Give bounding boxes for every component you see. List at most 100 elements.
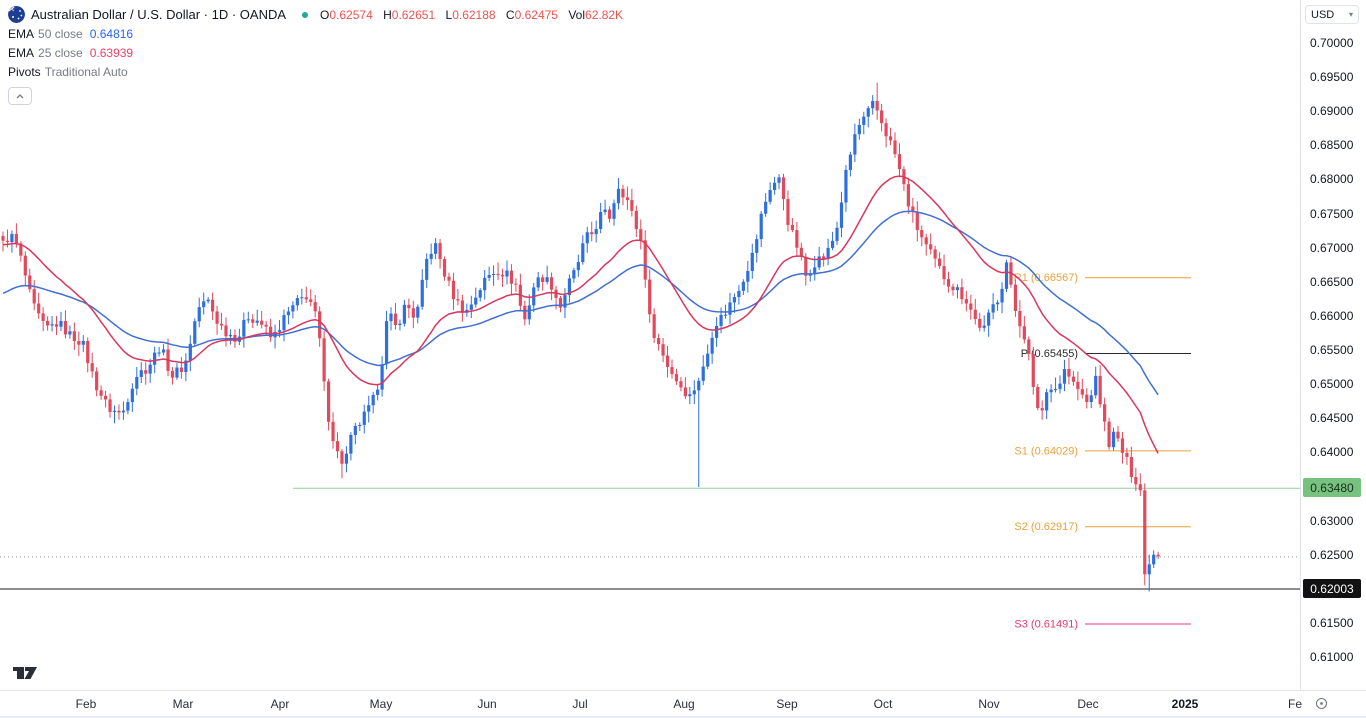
candle-body bbox=[545, 277, 549, 282]
candle-body bbox=[554, 289, 558, 298]
indicator-row-ema50[interactable]: EMA 50 close 0.64816 bbox=[8, 24, 623, 43]
candle-body bbox=[616, 188, 621, 204]
time-axis-label: May bbox=[369, 697, 393, 711]
candle-body bbox=[349, 434, 353, 454]
time-axis-label: Jul bbox=[572, 697, 588, 711]
candle-body bbox=[1076, 381, 1080, 390]
candle-body bbox=[697, 380, 701, 391]
candle-body bbox=[478, 290, 482, 298]
candle-body bbox=[1045, 392, 1049, 411]
candle-body bbox=[514, 283, 518, 285]
candle-body bbox=[1094, 375, 1098, 396]
candle-body bbox=[344, 453, 349, 464]
candle-body bbox=[340, 451, 344, 464]
candle-body bbox=[772, 182, 777, 191]
candle-body bbox=[420, 279, 424, 307]
candle-body bbox=[90, 363, 94, 372]
time-axis-label: Nov bbox=[978, 697, 1000, 711]
candle-body bbox=[987, 312, 991, 326]
candle-body bbox=[826, 247, 830, 259]
candle-body bbox=[643, 240, 647, 280]
candle-body bbox=[978, 318, 982, 328]
candle-body bbox=[723, 314, 728, 316]
open-value: 0.62574 bbox=[329, 7, 373, 22]
candle-body bbox=[246, 319, 250, 321]
currency-selector[interactable]: USD ▾ bbox=[1305, 5, 1359, 24]
time-axis-label: Dec bbox=[1077, 697, 1099, 711]
pivot-label: S2 (0.62917) bbox=[1014, 521, 1078, 533]
time-axis[interactable]: Feb Mar Apr May Jun Jul Aug Sep Oct Nov Dec 2025 Fe bbox=[0, 690, 1366, 717]
time-axis-label: Feb bbox=[75, 697, 97, 711]
candle-body bbox=[790, 224, 795, 231]
candle-body bbox=[59, 320, 63, 327]
candle-body bbox=[652, 314, 656, 339]
candle-body bbox=[188, 343, 192, 361]
candle-body bbox=[701, 366, 705, 381]
symbol-row[interactable]: Australian Dollar / U.S. Dollar · 1D · O… bbox=[8, 5, 623, 24]
price-tick-label: 0.67500 bbox=[1310, 206, 1354, 221]
candle-body bbox=[367, 405, 371, 412]
price-tick-label: 0.69500 bbox=[1310, 70, 1354, 85]
candle-body bbox=[14, 234, 18, 244]
ema25-line[interactable] bbox=[2, 175, 1159, 454]
candle-body bbox=[991, 304, 995, 313]
candle-body bbox=[670, 367, 674, 375]
candle-body bbox=[558, 297, 563, 308]
window-bottom-edge bbox=[0, 716, 1366, 718]
candle-body bbox=[291, 305, 295, 312]
chevron-down-icon: ▾ bbox=[1348, 10, 1353, 19]
candle-body bbox=[830, 240, 835, 248]
candle-body bbox=[255, 320, 259, 323]
close-label: C bbox=[505, 7, 515, 22]
candle-body bbox=[679, 381, 683, 388]
candle-body bbox=[657, 338, 661, 345]
candle-body bbox=[505, 270, 509, 277]
chart-legend: Australian Dollar / U.S. Dollar · 1D · O… bbox=[8, 5, 623, 105]
candle-body bbox=[211, 299, 215, 312]
candle-body bbox=[786, 199, 790, 225]
tradingview-logo-icon[interactable] bbox=[12, 664, 40, 687]
candle-body bbox=[451, 280, 456, 300]
candle-body bbox=[692, 390, 696, 395]
candle-body bbox=[795, 230, 799, 248]
candle-body bbox=[710, 337, 714, 354]
price-tick-label: 0.64000 bbox=[1310, 445, 1354, 460]
candle-body bbox=[202, 301, 206, 308]
candle-body bbox=[411, 308, 415, 318]
candle-body bbox=[897, 154, 902, 170]
pivot-label: S3 (0.61491) bbox=[1014, 618, 1078, 630]
candle-body bbox=[269, 326, 273, 338]
candle-body bbox=[153, 352, 157, 365]
high-value: 0.62651 bbox=[391, 7, 436, 22]
price-tick-label: 0.69000 bbox=[1310, 104, 1354, 119]
pivot-levels: R1 (0.66567) P (0.65455) S1 (0.64029) S2 (0… bbox=[1014, 272, 1191, 630]
price-axis[interactable]: USD ▾ 0.70000 0.69500 0.69000 0.68500 0.6800… bbox=[1300, 0, 1366, 690]
target-dot-icon[interactable] bbox=[1315, 697, 1328, 715]
candle-body bbox=[1058, 383, 1062, 390]
high-label: H bbox=[383, 7, 392, 22]
candle-body bbox=[144, 370, 148, 374]
candle-body bbox=[661, 344, 665, 356]
candle-body bbox=[50, 324, 54, 326]
candle-body bbox=[781, 177, 786, 200]
candle-body bbox=[215, 311, 219, 324]
legend-collapse-button[interactable] bbox=[8, 87, 32, 105]
candle-body bbox=[946, 279, 951, 287]
candle-body bbox=[1152, 554, 1156, 565]
chevron-up-icon bbox=[16, 92, 24, 101]
candle-body bbox=[309, 299, 313, 303]
candle-body bbox=[835, 227, 839, 241]
pivots-params: Traditional Auto bbox=[44, 64, 128, 79]
candle-body bbox=[549, 277, 554, 290]
ema50-line[interactable] bbox=[2, 210, 1159, 396]
candle-body bbox=[5, 240, 10, 243]
candle-body bbox=[304, 297, 308, 300]
candle-body bbox=[63, 320, 68, 335]
candlestick-chart[interactable]: R1 (0.66567) P (0.65455) S1 (0.64029) S2 (0… bbox=[0, 0, 1300, 690]
market-status-icon[interactable] bbox=[302, 11, 309, 18]
candle-body bbox=[157, 352, 161, 354]
chart-plot-area[interactable]: R1 (0.66567) P (0.65455) S1 (0.64029) S2 (0… bbox=[0, 0, 1300, 690]
indicator-row-ema25[interactable]: EMA 25 close 0.63939 bbox=[8, 43, 623, 62]
symbol-title[interactable]: Australian Dollar / U.S. Dollar · 1D · O… bbox=[31, 7, 287, 22]
indicator-row-pivots[interactable]: Pivots Traditional Auto bbox=[8, 62, 623, 81]
